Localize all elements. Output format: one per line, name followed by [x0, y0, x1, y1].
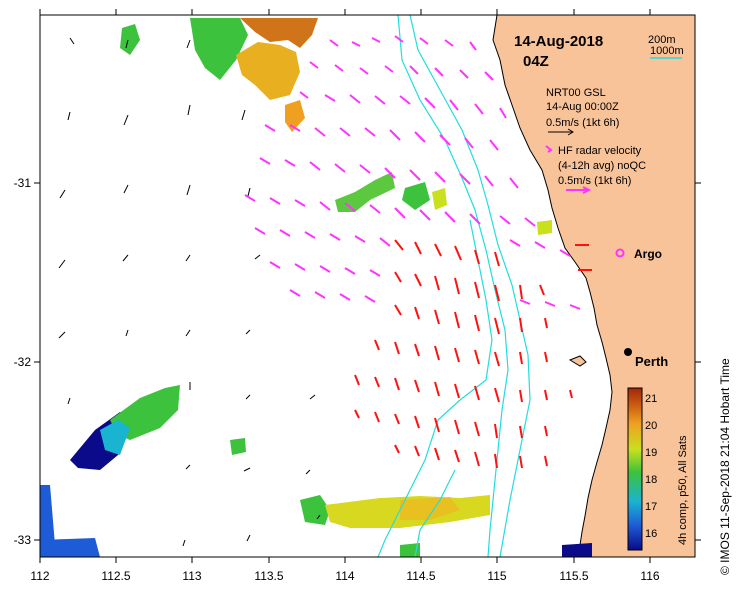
x-tick-label: 112 — [30, 569, 49, 583]
colorbar-tick-label: 20 — [645, 420, 657, 432]
y-tick-labels: -31 -32 -33 — [14, 176, 32, 547]
radar-legend-arrow-icon — [545, 145, 553, 153]
perth-city-icon — [624, 348, 632, 356]
sst-patches — [40, 18, 592, 557]
map-date: 14-Aug-2018 — [514, 33, 603, 50]
colorbar-ticks: 21 20 19 18 17 16 — [645, 393, 657, 540]
land-mass — [492, 15, 695, 557]
x-axis — [39, 9, 651, 563]
y-axis — [34, 182, 701, 541]
colorbar-tick-label: 21 — [645, 393, 657, 405]
colorbar-tick-label: 19 — [645, 447, 657, 459]
x-tick-label: 112.5 — [101, 569, 130, 583]
radar-scale: 0.5m/s (1kt 6h) — [558, 175, 631, 187]
x-tick-label: 114.5 — [406, 569, 435, 583]
perth-label: Perth — [635, 354, 668, 369]
model-time: 14-Aug 00:00Z — [546, 101, 619, 113]
y-tick-label: -32 — [14, 355, 32, 369]
map-time: 04Z — [523, 53, 549, 70]
colorbar-tick-label: 18 — [645, 474, 657, 486]
colorbar-tick-label: 16 — [645, 528, 657, 540]
radar-scale-arrow — [566, 186, 592, 194]
x-tick-label: 113.5 — [254, 569, 283, 583]
x-tick-label: 116 — [640, 569, 659, 583]
argo-label: Argo — [634, 247, 662, 261]
colorbar-tick-label: 17 — [645, 501, 657, 513]
model-scale-arrow — [548, 128, 574, 136]
radar-title: HF radar velocity — [558, 145, 642, 157]
model-current-arrows — [58, 37, 321, 547]
radar-arrows-magenta — [244, 35, 581, 310]
x-tick-label: 114 — [335, 569, 354, 583]
model-scale: 0.5m/s (1kt 6h) — [546, 117, 619, 129]
radar-arrows-red — [354, 239, 592, 469]
x-tick-labels: 112 112.5 113 113.5 114 114.5 115 115.5 … — [30, 569, 659, 583]
model-name: NRT00 GSL — [546, 87, 606, 99]
credit-text: © IMOS 11-Sep-2018 21:04 Hobart Time — [718, 358, 732, 575]
coastline-islands — [568, 355, 587, 367]
radar-avg: (4-12h avg) noQC — [558, 160, 646, 172]
plot-frame — [39, 14, 696, 558]
colorbar-label: 4h comp, p50, All Sats — [677, 435, 689, 545]
depth-1000-label: 1000m — [650, 45, 684, 57]
sst-colorbar — [627, 387, 643, 551]
y-tick-label: -31 — [14, 176, 32, 190]
argo-float-icon — [615, 248, 625, 258]
y-tick-label: -33 — [14, 533, 32, 547]
depth-200-label: 200m — [648, 34, 676, 46]
x-tick-label: 113 — [182, 569, 201, 583]
x-tick-label: 115 — [487, 569, 506, 583]
isobaths — [377, 15, 531, 557]
x-tick-label: 115.5 — [559, 569, 588, 583]
